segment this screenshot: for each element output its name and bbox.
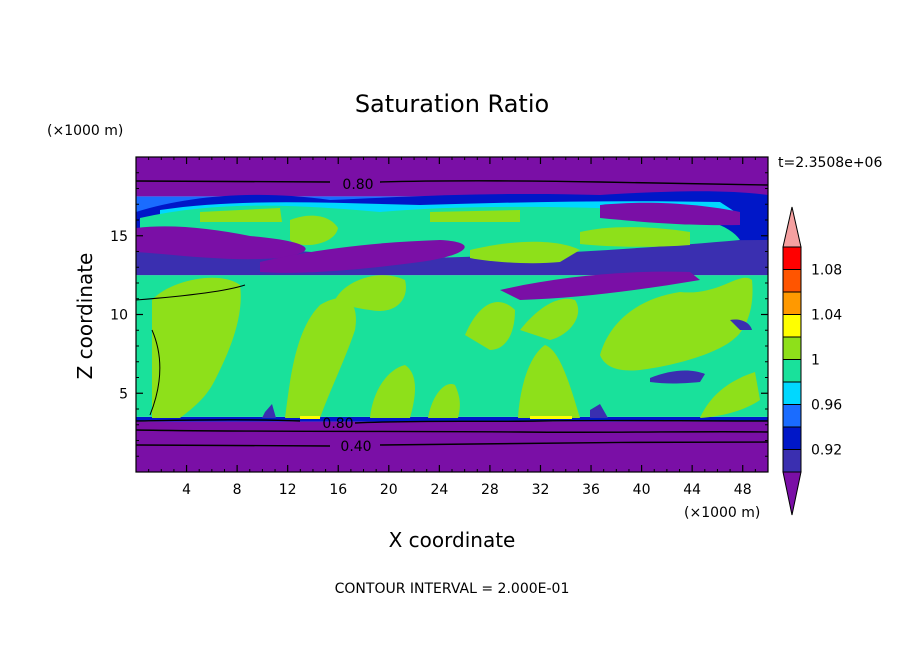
blue-spot-3 xyxy=(262,404,276,418)
upper-lime-patch-3 xyxy=(430,210,520,222)
lime-plume-6 xyxy=(465,302,515,350)
field-band xyxy=(136,157,768,197)
lime-plume-7 xyxy=(518,345,580,418)
x-tick-label: 4 xyxy=(182,482,191,498)
lime-plume-5 xyxy=(428,384,460,418)
y-axis: 5 10 15 xyxy=(110,172,768,457)
colorbar-swatch xyxy=(782,336,802,360)
lime-plume-1 xyxy=(152,277,241,418)
x-axis-label: X coordinate xyxy=(389,528,516,552)
contour-interval-footer: CONTOUR INTERVAL = 2.000E-01 xyxy=(335,581,570,597)
yellow-strip-2 xyxy=(530,416,572,419)
colorbar-swatch xyxy=(782,246,802,270)
lime-plume-10 xyxy=(700,372,760,418)
colorbar-tick-label: 1 xyxy=(811,353,820,369)
x-tick-label: 16 xyxy=(329,482,347,498)
x-unit-label: (×1000 m) xyxy=(684,505,760,521)
colorbar-swatch xyxy=(782,404,802,428)
colorbar-tick-label: 0.96 xyxy=(811,398,842,414)
yellow-strip-1 xyxy=(300,416,320,419)
contour-line-ground-2 xyxy=(136,429,768,433)
blue-spot-1 xyxy=(650,370,705,384)
lime-plume-3 xyxy=(335,275,406,311)
x-tick-label: 20 xyxy=(380,482,398,498)
dry-tongue-right xyxy=(500,271,700,300)
x-tick-label: 40 xyxy=(633,482,651,498)
x-tick-label: 24 xyxy=(430,482,448,498)
dry-tongue-upper-right xyxy=(600,202,740,226)
colorbar-swatch xyxy=(782,449,802,473)
blue-spot-4 xyxy=(590,404,608,418)
lime-plume-9 xyxy=(600,277,753,371)
y-tick-label: 15 xyxy=(110,229,128,245)
dry-tongue-left xyxy=(136,226,306,260)
field-band xyxy=(136,416,768,422)
dry-tongue-center xyxy=(260,240,465,273)
y-axis-label: Z coordinate xyxy=(73,253,97,380)
colorbar-swatch xyxy=(782,426,802,450)
contour-label-top: 0.80 xyxy=(342,177,373,193)
contour-line-080-top xyxy=(136,180,768,186)
upper-lime-patch-4 xyxy=(470,241,580,264)
x-tick-label: 32 xyxy=(532,482,550,498)
chart-title: Saturation Ratio xyxy=(355,90,549,118)
colorbar-upper-arrow xyxy=(782,206,802,248)
x-tick-label: 36 xyxy=(582,482,600,498)
x-tick-label: 48 xyxy=(734,482,752,498)
contour-line-080-bottom xyxy=(136,419,768,424)
upper-lime-patch-2 xyxy=(290,215,338,246)
x-tick-label: 44 xyxy=(683,482,701,498)
colorbar-tick-label: 0.92 xyxy=(811,443,842,459)
contour-line-040 xyxy=(136,441,768,447)
colorbar: 0.92 0.96 1 1.04 1.08 xyxy=(782,206,842,516)
plot-area xyxy=(136,157,768,472)
colorbar-swatch xyxy=(782,314,802,338)
y-tick-label: 10 xyxy=(110,308,128,324)
x-tick-label: 12 xyxy=(279,482,297,498)
colorbar-swatch xyxy=(782,381,802,405)
colorbar-tick-label: 1.08 xyxy=(811,263,842,279)
contour-label-low: 0.40 xyxy=(340,439,371,455)
time-label: t=2.3508e+06 xyxy=(778,155,882,171)
colorbar-swatch xyxy=(782,359,802,383)
lime-plume-2 xyxy=(285,298,356,418)
lime-plume-4 xyxy=(370,365,415,418)
upper-lime-patch-5 xyxy=(580,227,690,247)
x-tick-label: 28 xyxy=(481,482,499,498)
upper-lime-patch-1 xyxy=(200,208,282,222)
colorbar-tick-label: 1.04 xyxy=(811,308,842,324)
blue-spot-2 xyxy=(730,319,752,330)
contour-label-mid: 0.80 xyxy=(322,416,353,432)
x-axis: 4 8 12 16 20 24 28 32 36 40 44 48 xyxy=(148,157,756,498)
field-band xyxy=(136,421,768,472)
colorbar-swatch xyxy=(782,269,802,293)
contour-labels: 0.80 0.80 0.40 xyxy=(322,177,373,455)
y-unit-label: (×1000 m) xyxy=(47,123,123,139)
x-tick-label: 8 xyxy=(233,482,242,498)
colorbar-lower-arrow xyxy=(782,471,802,516)
contour-line-mid xyxy=(136,284,246,416)
lime-plume-8 xyxy=(520,298,579,340)
y-tick-label: 5 xyxy=(119,386,128,402)
colorbar-swatch xyxy=(782,291,802,315)
